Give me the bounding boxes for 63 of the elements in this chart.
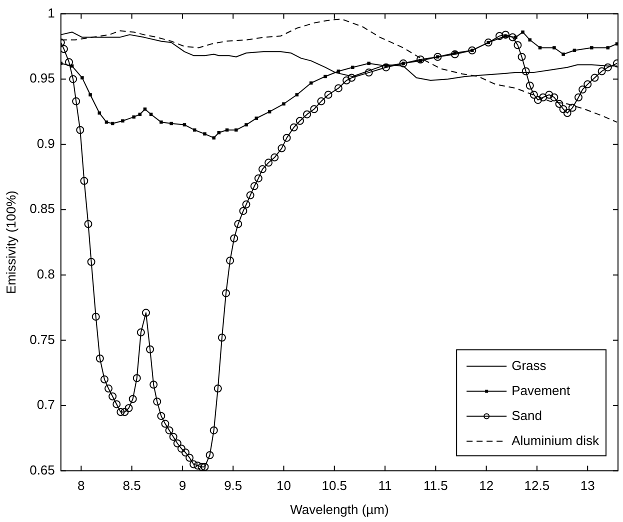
point [225,128,229,132]
point [170,122,173,126]
legend-label: Grass [512,358,547,373]
point [324,74,327,78]
point [203,132,206,136]
y-axis-title: Emissivity (100%) [3,190,18,294]
y-tick-label: 0.9 [36,136,55,151]
x-tick-label: 12 [479,478,494,494]
point [132,115,136,119]
y-tick-label: 0.8 [36,266,55,282]
legend-label: Aluminium disk [512,432,600,448]
point [606,46,610,50]
point [98,111,102,115]
x-tick-label: 10.5 [322,478,348,494]
point [160,120,163,124]
point [138,112,142,116]
point [572,48,576,52]
point [367,62,370,66]
point [244,123,248,126]
point [552,46,556,50]
y-tick-label: 0.85 [30,201,55,216]
legend-label: Pavement [512,382,571,398]
point [282,102,286,106]
point [80,76,84,80]
y-tick-label: 0.65 [30,462,55,478]
point [192,128,196,132]
point [562,52,565,56]
point [590,46,594,50]
x-tick-label: 8 [78,478,85,494]
y-tick-label: 0.7 [36,397,55,412]
x-tick-label: 9.5 [224,478,242,494]
x-tick-label: 12.5 [524,478,550,494]
x-tick-label: 11.5 [424,478,448,494]
point [254,116,258,120]
point [295,93,299,96]
point [309,81,313,85]
point [149,112,153,116]
legend-label: Sand [512,408,542,423]
point [234,128,238,132]
point [104,120,108,124]
point [350,66,354,69]
y-tick-label: 0.75 [30,332,55,347]
point [217,130,221,134]
point [528,38,532,42]
x-tick-label: 9 [178,478,186,494]
x-tick-label: 8.5 [122,478,141,494]
y-tick-label: 0.95 [30,70,55,86]
point [336,70,340,73]
point [121,119,124,122]
point [615,42,618,46]
x-axis-title: Wavelength (µm) [290,502,389,517]
y-tick-label: 1 [48,5,55,20]
x-tick-label: 11 [378,478,392,494]
x-tick-label: 13 [580,478,595,494]
point [521,30,524,34]
point [212,136,216,140]
point [143,107,147,111]
point [88,93,92,96]
point [538,46,542,50]
point [182,123,186,126]
point [268,110,272,114]
x-tick-label: 10 [276,478,291,494]
point [110,122,114,126]
